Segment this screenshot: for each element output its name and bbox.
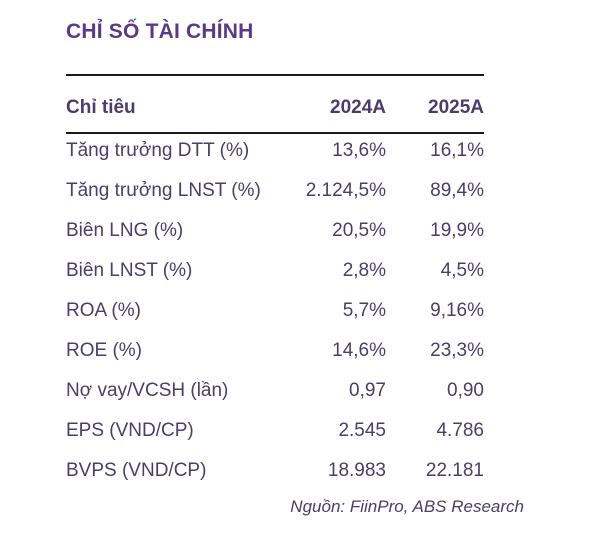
table-row: Biên LNG (%) 20,5% 19,9% (66, 219, 484, 243)
row-value-2025a: 22.181 (425, 460, 484, 481)
row-label: Biên LNG (%) (66, 220, 184, 241)
row-label: Tăng trưởng LNST (%) (66, 180, 261, 201)
table-top-rule (66, 74, 484, 76)
table-row: ROA (%) 5,7% 9,16% (66, 299, 484, 323)
header-indicator: Chỉ tiêu (66, 97, 136, 118)
row-label: ROE (%) (66, 340, 142, 361)
table-row: Biên LNST (%) 2,8% 4,5% (66, 259, 484, 283)
row-value-2024a: 20,5% (332, 220, 386, 241)
row-value-2025a: 9,16% (430, 300, 484, 321)
row-value-2024a: 13,6% (332, 140, 386, 161)
table-header-rule (66, 132, 484, 134)
table-row: Tăng trưởng LNST (%) 2.124,5% 89,4% (66, 179, 484, 203)
page-title: CHỈ SỐ TÀI CHÍNH (66, 20, 254, 43)
source-note: Nguồn: FiinPro, ABS Research (290, 497, 524, 516)
row-value-2025a: 23,3% (430, 340, 484, 361)
row-value-2025a: 4,5% (440, 260, 484, 281)
table-row: Nợ vay/VCSH (lần) 0,97 0,90 (66, 379, 484, 403)
row-value-2024a: 2.545 (338, 420, 386, 441)
row-value-2024a: 2,8% (342, 260, 386, 281)
header-2025a: 2025A (428, 97, 484, 118)
row-value-2024a: 18.983 (327, 460, 386, 481)
table-header-row: Chỉ tiêu 2024A 2025A (66, 96, 484, 120)
row-label: Nợ vay/VCSH (lần) (66, 380, 229, 401)
row-label: BVPS (VND/CP) (66, 460, 207, 481)
row-value-2024a: 0,97 (349, 380, 386, 401)
table-row: Tăng trưởng DTT (%) 13,6% 16,1% (66, 139, 484, 163)
row-label: ROA (%) (66, 300, 141, 321)
row-value-2025a: 0,90 (447, 380, 484, 401)
header-2024a: 2024A (330, 97, 386, 118)
row-label: Biên LNST (%) (66, 260, 193, 281)
row-value-2025a: 4.786 (436, 420, 484, 441)
row-value-2025a: 16,1% (430, 140, 484, 161)
table-row: BVPS (VND/CP) 18.983 22.181 (66, 459, 484, 483)
row-value-2024a: 2.124,5% (305, 180, 386, 201)
row-label: EPS (VND/CP) (66, 420, 194, 441)
table-row: ROE (%) 14,6% 23,3% (66, 339, 484, 363)
row-value-2024a: 5,7% (342, 300, 386, 321)
row-value-2025a: 19,9% (430, 220, 484, 241)
row-label: Tăng trưởng DTT (%) (66, 140, 250, 161)
row-value-2024a: 14,6% (332, 340, 386, 361)
table-row: EPS (VND/CP) 2.545 4.786 (66, 419, 484, 443)
row-value-2025a: 89,4% (430, 180, 484, 201)
